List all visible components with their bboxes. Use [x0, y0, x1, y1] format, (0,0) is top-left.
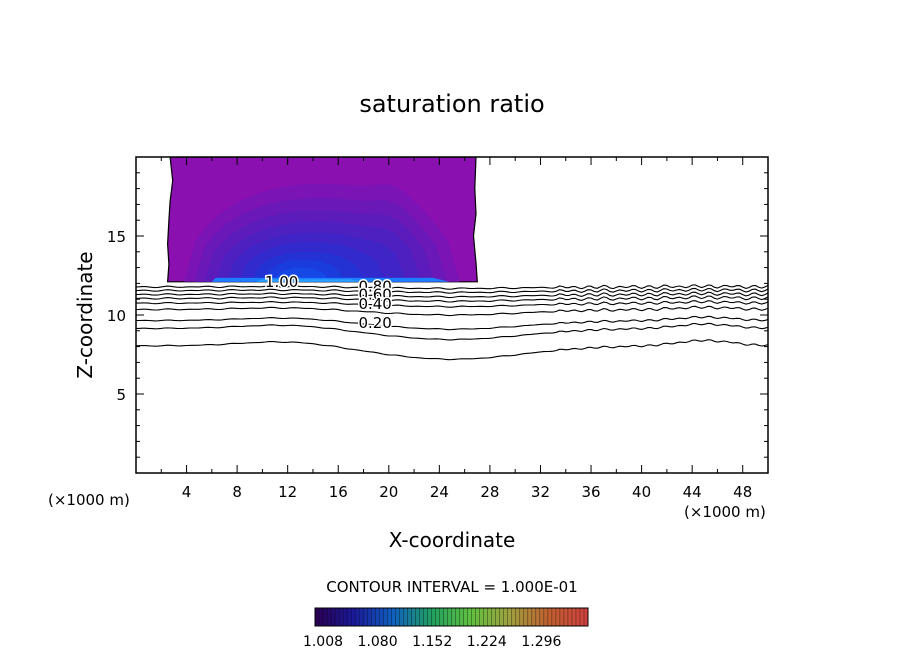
- contour-line: [136, 305, 768, 317]
- contour-lines: [136, 284, 768, 361]
- contour-line: [136, 287, 768, 294]
- fill-peak-core: [256, 279, 364, 282]
- contour-line: [136, 322, 768, 341]
- colorbar-tick-label: 1.224: [467, 634, 507, 650]
- y-axis-ticks: 5 10 15: [107, 172, 768, 458]
- x-tick-label: 12: [278, 483, 297, 501]
- x-tick-label: 20: [379, 483, 398, 501]
- x-tick-label: 8: [232, 483, 242, 501]
- x-tick-label: 28: [480, 483, 499, 501]
- contour-line: [136, 284, 768, 290]
- colorbar-tick-label: 1.296: [521, 634, 561, 650]
- contour-label: 1.00: [265, 273, 298, 291]
- contour-line: [136, 291, 768, 299]
- contour-label: 0.20: [358, 314, 391, 332]
- contour-line: [136, 300, 768, 308]
- x-axis-ticks: 4 8 12 16 20 24 28 32 36 40 44 48: [160, 157, 769, 501]
- y-axis-label: Z-coordinate: [73, 251, 97, 378]
- colorbar-stripes: [318, 608, 585, 626]
- contour-line: [136, 295, 768, 303]
- contour-label: 0.40: [358, 295, 391, 313]
- x-tick-label: 4: [182, 483, 192, 501]
- contour-label: 0.80: [358, 278, 391, 296]
- x-unit-left: (×1000 m): [48, 491, 130, 509]
- x-tick-label: 32: [531, 483, 550, 501]
- contour-line: [136, 339, 768, 361]
- colorbar-tick-label: 1.152: [412, 634, 452, 650]
- x-tick-label: 24: [430, 483, 449, 501]
- colorbar-tick-label: 1.008: [303, 634, 343, 650]
- x-tick-label: 40: [632, 483, 651, 501]
- colorbar-tick-label: 1.080: [358, 634, 398, 650]
- y-tick-label: 10: [107, 307, 126, 325]
- colorbar-labels: 1.008 1.080 1.152 1.224 1.296: [303, 634, 562, 650]
- x-tick-label: 48: [733, 483, 752, 501]
- x-tick-label: 16: [329, 483, 348, 501]
- y-tick-label: 15: [107, 228, 126, 246]
- contour-labels: 1.00 0.800.600.400.20: [263, 271, 393, 333]
- x-tick-label: 44: [683, 483, 702, 501]
- chart-title: saturation ratio: [359, 90, 544, 118]
- contour-line: [136, 315, 768, 331]
- x-tick-label: 36: [581, 483, 600, 501]
- saturation-fill: [166, 157, 478, 283]
- x-unit-right: (×1000 m): [684, 503, 766, 521]
- y-tick-label: 5: [116, 386, 126, 404]
- contour-label: 0.60: [358, 285, 391, 303]
- contour-interval-text: CONTOUR INTERVAL = 1.000E-01: [326, 578, 577, 596]
- x-axis-label: X-coordinate: [389, 528, 516, 552]
